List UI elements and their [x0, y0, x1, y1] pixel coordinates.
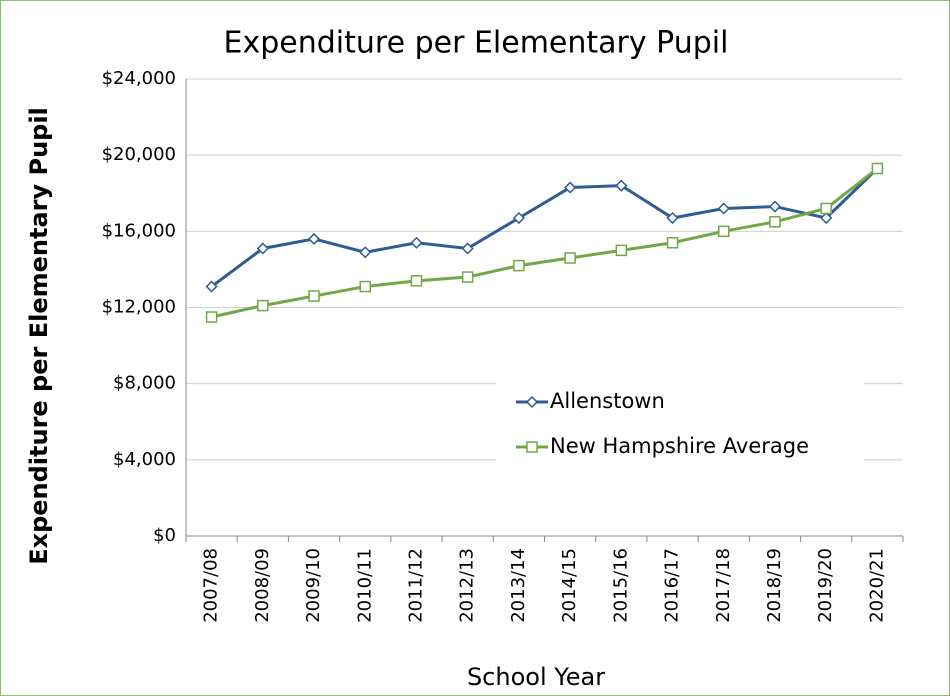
y-tick-label: $24,000	[102, 68, 176, 89]
y-tick-label: $20,000	[102, 144, 176, 165]
x-tick-label: 2009/10	[303, 548, 324, 623]
legend-box	[496, 380, 864, 462]
x-tick-label: 2007/08	[201, 548, 222, 623]
x-tick-label: 2020/21	[866, 548, 887, 623]
point	[717, 202, 730, 215]
point	[257, 299, 269, 312]
chart-title: Expenditure per Elementary Pupil	[224, 26, 729, 61]
legend-label: New Hampshire Average	[550, 434, 809, 458]
point	[307, 232, 321, 246]
point	[666, 237, 679, 249]
point	[513, 259, 525, 272]
point	[461, 271, 474, 283]
series-line	[211, 167, 879, 319]
y-axis-label: Expenditure per Elementary Pupil	[25, 107, 53, 565]
point	[564, 181, 577, 194]
x-tick-label: 2011/12	[405, 548, 426, 623]
y-tick-label: $12,000	[102, 297, 176, 318]
point	[820, 211, 833, 225]
point	[359, 280, 371, 293]
point	[359, 246, 372, 259]
point	[410, 236, 423, 249]
legend-label: Allenstown	[550, 389, 665, 413]
point	[410, 275, 423, 287]
point	[666, 211, 679, 225]
point	[512, 211, 525, 225]
x-tick-label: 2014/15	[559, 548, 580, 623]
point	[768, 200, 782, 213]
point	[820, 202, 832, 215]
y-tick-label: $8,000	[113, 373, 176, 394]
y-tick-label: $16,000	[102, 220, 176, 241]
legend-marker	[525, 395, 539, 409]
x-tick-label: 2010/11	[354, 548, 375, 623]
x-tick-label: 2008/09	[252, 548, 273, 623]
x-axis-label: School Year	[467, 663, 605, 691]
x-tick-label: 2017/18	[713, 548, 734, 623]
x-tick-label: 2013/14	[508, 548, 529, 623]
x-tick-label: 2019/20	[815, 548, 836, 623]
point	[461, 242, 474, 255]
x-tick-label: 2015/16	[610, 548, 631, 623]
legend-marker	[526, 441, 538, 453]
point	[615, 244, 628, 257]
point	[205, 311, 218, 323]
point	[871, 162, 884, 175]
point	[615, 179, 628, 192]
y-tick-label: $0	[153, 525, 176, 546]
x-tick-label: 2018/19	[764, 548, 785, 623]
point	[256, 242, 269, 255]
point	[205, 280, 218, 293]
point	[564, 252, 576, 264]
point	[718, 225, 730, 238]
x-tick-label: 2012/13	[457, 548, 478, 623]
x-tick-label: 2016/17	[662, 548, 683, 623]
y-tick-label: $4,000	[113, 449, 176, 470]
point	[769, 216, 781, 228]
point	[308, 290, 320, 302]
series-line	[210, 167, 879, 288]
